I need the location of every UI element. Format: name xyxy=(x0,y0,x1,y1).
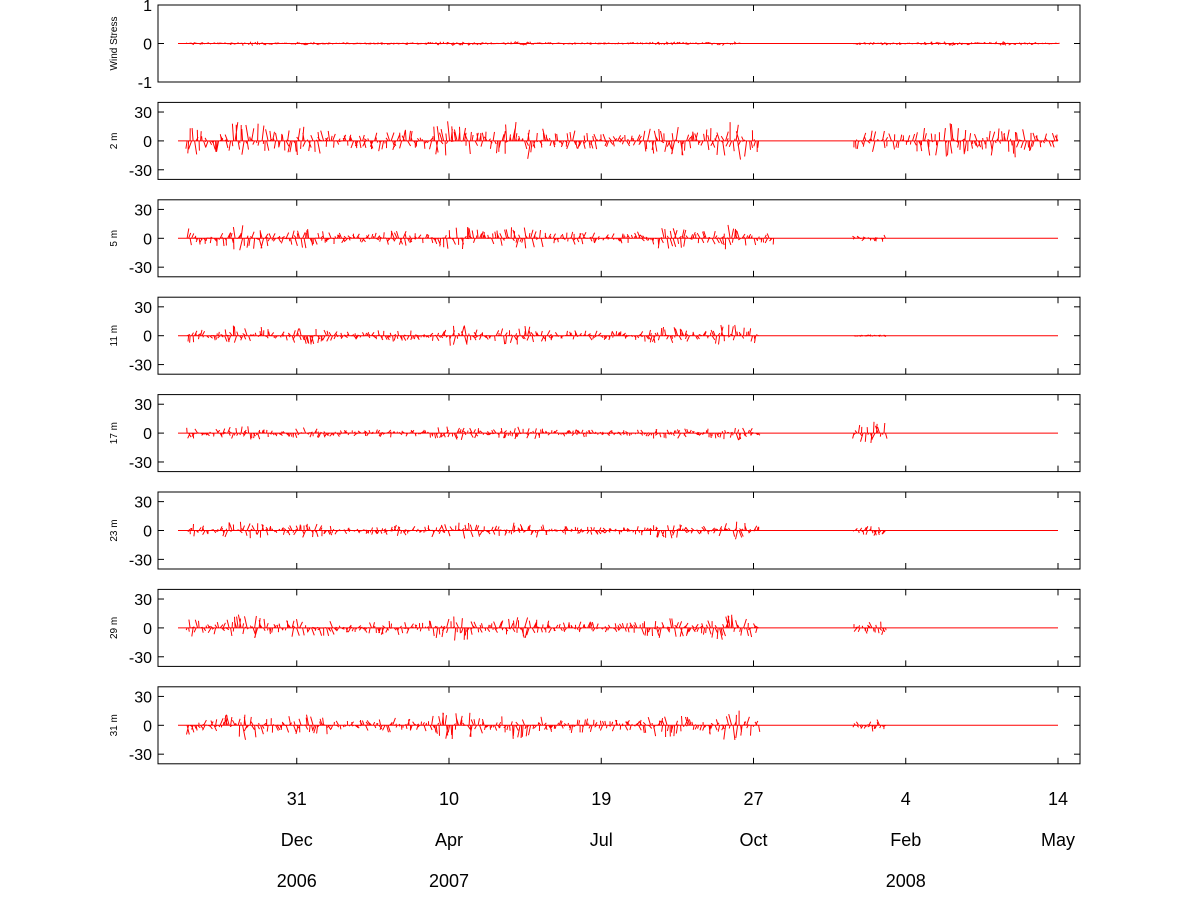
vector-stick-series xyxy=(185,41,741,46)
panel-ylabel: 11 m xyxy=(109,325,120,347)
vector-stick-series xyxy=(853,334,887,338)
y-tick-label: 0 xyxy=(143,718,152,735)
vector-stick-series xyxy=(186,426,761,441)
y-tick-label: -30 xyxy=(129,260,152,277)
x-tick-day-label: 31 xyxy=(287,789,307,809)
panel-ylabel: Wind Stress xyxy=(109,17,120,71)
y-tick-label: 30 xyxy=(134,300,152,317)
vector-stick-series xyxy=(185,121,760,160)
y-tick-label: 0 xyxy=(143,329,152,346)
x-tick-month-label: Dec xyxy=(281,830,313,850)
y-tick-label: 0 xyxy=(143,231,152,248)
vector-stick-series xyxy=(852,526,886,536)
y-tick-label: 30 xyxy=(134,495,152,512)
x-tick-day-label: 27 xyxy=(743,789,763,809)
y-tick-label: 30 xyxy=(134,592,152,609)
y-tick-label: -30 xyxy=(129,358,152,375)
panel-ylabel: 29 m xyxy=(109,617,120,639)
x-tick-month-label: May xyxy=(1041,830,1075,850)
y-tick-label: -30 xyxy=(129,552,152,569)
y-tick-label: 0 xyxy=(143,37,152,54)
y-tick-label: 30 xyxy=(134,202,152,219)
panel-ylabel: 17 m xyxy=(109,422,120,444)
vector-stick-series xyxy=(186,224,775,251)
x-tick-year-label: 2008 xyxy=(886,871,926,891)
vector-stick-series xyxy=(852,234,886,242)
x-tick-day-label: 14 xyxy=(1048,789,1068,809)
vector-stick-series xyxy=(186,521,760,540)
y-tick-label: -30 xyxy=(129,650,152,667)
vector-stick-series xyxy=(186,710,761,741)
y-tick-label: 30 xyxy=(134,397,152,414)
panel-ylabel: 31 m xyxy=(109,714,120,736)
panel-ylabel: 5 m xyxy=(109,230,120,247)
x-tick-month-label: Jul xyxy=(590,830,613,850)
x-tick-day-label: 10 xyxy=(439,789,459,809)
panel-ylabel: 23 m xyxy=(109,519,120,541)
x-tick-year-label: 2007 xyxy=(429,871,469,891)
y-tick-label: 0 xyxy=(143,426,152,443)
y-tick-label: -30 xyxy=(129,747,152,764)
y-tick-label: 0 xyxy=(143,524,152,541)
x-tick-day-label: 4 xyxy=(901,789,911,809)
y-tick-label: 30 xyxy=(134,105,152,122)
y-tick-label: 0 xyxy=(143,621,152,638)
y-tick-label: 1 xyxy=(143,0,152,15)
x-tick-month-label: Oct xyxy=(739,830,767,850)
vector-stick-series xyxy=(853,41,1060,46)
vector-stick-series xyxy=(852,719,886,732)
x-tick-month-label: Apr xyxy=(435,830,463,850)
y-tick-label: 0 xyxy=(143,134,152,151)
vector-stick-series xyxy=(852,421,888,443)
x-tick-month-label: Feb xyxy=(890,830,921,850)
vector-stick-series xyxy=(185,614,759,641)
vector-stick-series xyxy=(853,621,887,635)
vector-stick-series xyxy=(186,324,759,346)
y-tick-label: -1 xyxy=(138,75,152,92)
y-tick-label: -30 xyxy=(129,455,152,472)
panel-ylabel: 2 m xyxy=(109,133,120,150)
vector-stick-series xyxy=(853,123,1059,158)
x-tick-year-label: 2006 xyxy=(277,871,317,891)
x-tick-day-label: 19 xyxy=(591,789,611,809)
y-tick-label: -30 xyxy=(129,163,152,180)
y-tick-label: 30 xyxy=(134,689,152,706)
